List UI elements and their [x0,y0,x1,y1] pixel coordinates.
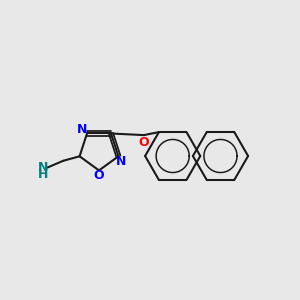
Text: N: N [116,155,127,168]
Text: H: H [38,168,48,181]
Text: N: N [38,161,48,174]
Text: O: O [94,169,104,182]
Text: N: N [76,123,87,136]
Text: O: O [139,136,149,149]
